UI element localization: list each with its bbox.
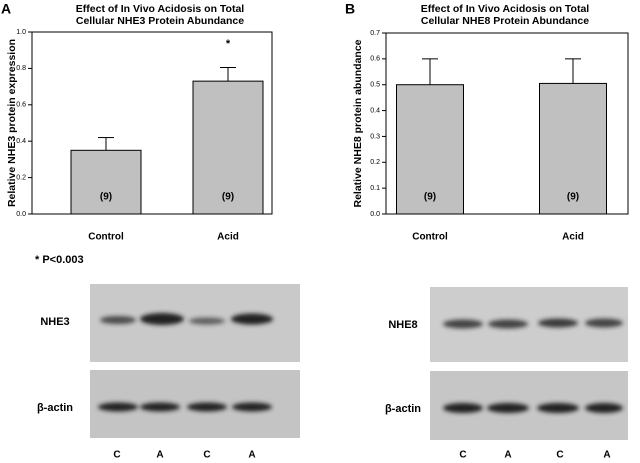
lane-label: A [248, 450, 255, 461]
blot-row-label: NHE3 [40, 316, 69, 328]
x-tick-label: Control [88, 232, 124, 243]
chart-title: Cellular NHE3 Protein Abundance [76, 15, 244, 27]
y-tick-label: 0.0 [16, 211, 26, 218]
panel-label: A [1, 1, 11, 17]
p-value-note: * P<0.003 [35, 254, 84, 266]
y-tick-label: 1.0 [16, 29, 26, 36]
y-tick-label: 0.8 [16, 65, 26, 72]
y-tick-label: 0.3 [370, 133, 380, 140]
x-tick-label: Control [412, 232, 448, 243]
plot-frame [31, 31, 273, 215]
significance-star: * [226, 38, 231, 50]
blot-images [90, 284, 628, 440]
lane-label: A [504, 450, 511, 461]
x-tick-label: Acid [217, 232, 239, 243]
y-axis-label: Relative NHE3 protein expression [6, 39, 18, 207]
bar-label: (9) [424, 192, 436, 203]
y-tick-label: 0.2 [370, 159, 380, 166]
x-tick-label: Acid [562, 232, 584, 243]
y-tick-label: 0.7 [370, 30, 380, 37]
y-tick-label: 0.4 [370, 107, 380, 114]
chart-title: Cellular NHE8 Protein Abundance [421, 15, 589, 27]
y-tick-label: 0.1 [370, 185, 380, 192]
y-tick-label: 0.0 [370, 211, 380, 218]
lane-label: C [556, 450, 563, 461]
lane-label: A [156, 450, 163, 461]
y-tick-label: 0.5 [370, 82, 380, 89]
lane-label: A [603, 450, 610, 461]
blot-row-label: β-actin [37, 402, 73, 414]
lane-label: C [203, 450, 210, 461]
y-tick-label: 0.6 [16, 102, 26, 109]
bar [70, 149, 142, 215]
blot-row-label: β-actin [385, 403, 421, 415]
chart-title: Effect of In Vivo Acidosis on Total [76, 3, 244, 15]
lane-label: C [113, 450, 120, 461]
panel-label: B [345, 1, 355, 17]
bar-label: (9) [222, 192, 234, 203]
bar-label: (9) [100, 192, 112, 203]
y-tick-label: 0.4 [16, 138, 26, 145]
bar-label: (9) [567, 192, 579, 203]
bar [539, 82, 607, 215]
plot-frame [385, 32, 629, 215]
y-axis-label: Relative NHE8 protein abundance [352, 39, 364, 207]
y-tick-label: 0.6 [370, 56, 380, 63]
bar [396, 84, 464, 215]
y-tick-label: 0.2 [16, 174, 26, 181]
chart-title: Effect of In Vivo Acidosis on Total [421, 3, 589, 15]
blot-row-label: NHE8 [388, 319, 417, 331]
lane-label: C [459, 450, 466, 461]
